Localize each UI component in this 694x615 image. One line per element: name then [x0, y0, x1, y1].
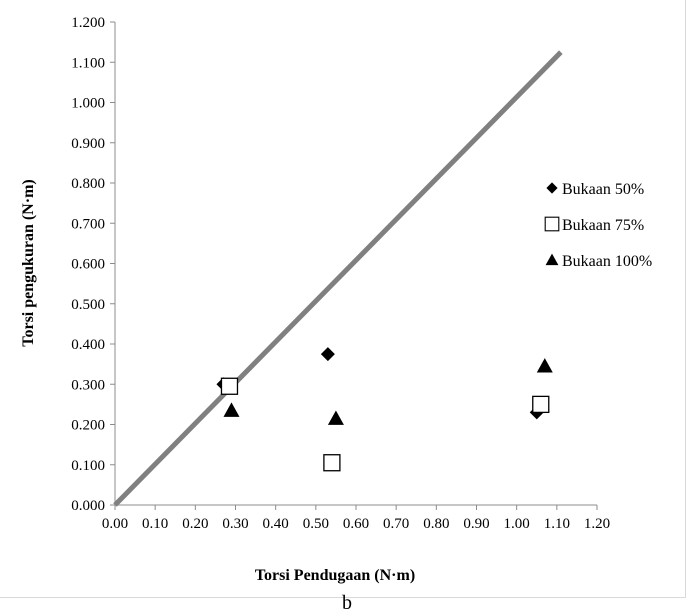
y-tick-label: 0.800	[71, 176, 105, 192]
scatter-chart: 0.0000.1000.2000.3000.4000.5000.6000.700…	[20, 15, 652, 584]
x-tick-label: 0.50	[303, 516, 329, 532]
legend-label: Bukaan 50%	[562, 181, 644, 198]
data-points	[216, 347, 553, 472]
y-tick-label: 0.700	[71, 216, 105, 232]
y-tick-label: 0.000	[71, 498, 105, 514]
legend-marker	[545, 253, 559, 266]
y-tick-label: 0.500	[71, 297, 105, 313]
y-tick-label: 0.600	[71, 257, 105, 273]
legend-label: Bukaan 75%	[562, 217, 644, 234]
x-tick-label: 0.40	[263, 516, 289, 532]
x-tick-label: 1.20	[584, 516, 610, 532]
figure-caption: b	[342, 592, 352, 614]
legend-marker	[544, 216, 560, 232]
legend: Bukaan 50% Bukaan 75% Bukaan 100%	[544, 181, 652, 270]
x-tick-label: 0.20	[182, 516, 208, 532]
x-tick-label: 0.60	[343, 516, 369, 532]
x-tick-label: 0.10	[142, 516, 168, 532]
y-tick-label: 1.000	[71, 96, 105, 112]
x-tick-label: 1.00	[504, 516, 530, 532]
data-point	[536, 358, 553, 373]
data-point	[223, 402, 240, 417]
x-tick-label: 0.90	[463, 516, 489, 532]
axes: 0.0000.1000.2000.3000.4000.5000.6000.700…	[71, 15, 610, 532]
x-axis-title: Torsi Pendugaan (N·m)	[255, 567, 415, 584]
y-tick-label: 0.900	[71, 136, 105, 152]
y-axis-title: Torsi pengukuran (N·m)	[20, 179, 37, 346]
y-tick-label: 1.200	[71, 15, 105, 31]
y-tick-label: 0.100	[71, 458, 105, 474]
x-tick-label: 0.80	[423, 516, 449, 532]
y-tick-label: 0.400	[71, 337, 105, 353]
reference-line-group	[113, 50, 563, 507]
legend-label: Bukaan 100%	[562, 253, 652, 270]
legend-marker	[546, 182, 558, 194]
reference-line	[113, 50, 563, 507]
data-point	[220, 377, 239, 395]
data-point	[327, 410, 344, 425]
x-tick-label: 1.10	[544, 516, 570, 532]
x-tick-label: 0.70	[383, 516, 409, 532]
x-tick-label: 0.00	[102, 516, 128, 532]
data-point	[320, 347, 335, 362]
y-tick-label: 0.200	[71, 418, 105, 434]
data-point	[323, 454, 341, 472]
y-tick-label: 0.300	[71, 377, 105, 393]
x-tick-label: 0.30	[222, 516, 248, 532]
data-point	[532, 395, 550, 414]
chart-frame	[0, 0, 686, 598]
y-tick-label: 1.100	[71, 55, 105, 71]
